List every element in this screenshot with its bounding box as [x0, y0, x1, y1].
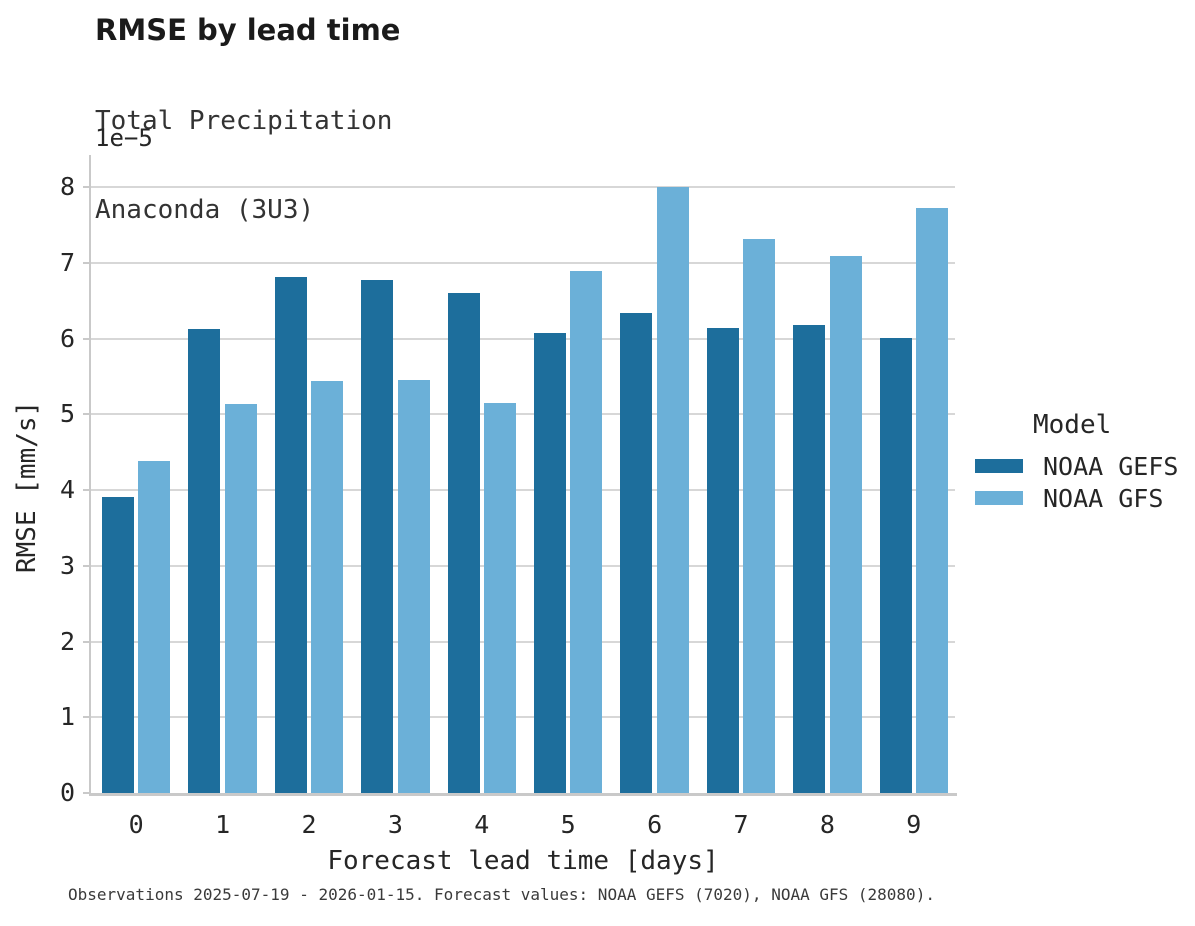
bar-noaa-gefs-day2 [274, 276, 307, 793]
bar-noaa-gefs-day1 [188, 328, 221, 793]
bar-noaa-gefs-day6 [620, 312, 653, 793]
chart-subtitle: Total Precipitation Anaconda (3U3) [95, 48, 392, 284]
y-tick-label-5: 5 [59, 399, 75, 429]
gridline-y1 [91, 716, 955, 719]
bar-noaa-gfs-day3 [397, 380, 430, 793]
y-tick-mark-7 [83, 262, 89, 264]
legend-swatch-gfs [975, 491, 1023, 505]
legend: Model NOAA GEFS NOAA GFS [975, 410, 1190, 514]
y-tick-label-1: 1 [59, 702, 75, 732]
gridline-y7 [91, 262, 955, 264]
bar-noaa-gefs-day4 [447, 292, 480, 793]
y-tick-mark-0 [83, 792, 89, 794]
x-tick-label-9: 9 [906, 810, 922, 839]
y-tick-label-8: 8 [59, 172, 75, 202]
y-tick-label-6: 6 [59, 323, 75, 353]
legend-rows: NOAA GEFS NOAA GFS [975, 450, 1190, 514]
bar-noaa-gfs-day0 [138, 460, 171, 793]
y-tick-mark-6 [83, 337, 89, 340]
gridline-y3 [91, 564, 955, 567]
y-axis-offset-label: 1e−5 [95, 124, 153, 152]
bar-noaa-gfs-day8 [829, 256, 862, 793]
legend-label: NOAA GEFS [1043, 451, 1179, 481]
y-tick-label-4: 4 [59, 475, 75, 505]
bar-noaa-gfs-day7 [743, 238, 776, 793]
y-tick-mark-5 [83, 413, 89, 416]
x-tick-label-2: 2 [301, 810, 317, 839]
chart-subtitle-line-1: Total Precipitation [95, 106, 393, 136]
chart-subtitle-line-2: Anaconda (3U3) [95, 194, 315, 225]
bar-noaa-gfs-day4 [484, 403, 516, 793]
bar-noaa-gfs-day5 [570, 270, 603, 793]
y-tick-label-7: 7 [59, 248, 75, 277]
x-axis-title: Forecast lead time [days] [327, 846, 719, 876]
footer-caption: Observations 2025-07-19 - 2026-01-15. Fo… [68, 885, 935, 904]
gridline-y2 [91, 640, 955, 643]
x-tick-label-5: 5 [560, 810, 576, 839]
bar-noaa-gfs-day6 [656, 187, 689, 793]
x-axis-spine [89, 793, 957, 796]
bar-noaa-gfs-day2 [311, 381, 344, 793]
bar-noaa-gefs-day3 [361, 280, 394, 793]
plot-area [91, 157, 955, 793]
bar-noaa-gfs-day9 [916, 207, 948, 793]
bar-noaa-gefs-day8 [793, 325, 826, 793]
x-tick-label-1: 1 [215, 810, 231, 839]
x-tick-label-3: 3 [387, 810, 403, 839]
legend-title: Model [1033, 410, 1112, 440]
y-tick-mark-2 [83, 640, 89, 643]
bar-noaa-gefs-day9 [879, 337, 912, 793]
chart-title: RMSE by lead time [95, 13, 401, 47]
y-tick-label-3: 3 [59, 550, 75, 580]
gridline-y4 [91, 489, 955, 492]
x-tick-label-6: 6 [647, 810, 663, 839]
x-tick-label-8: 8 [819, 810, 835, 839]
legend-swatch-gefs [975, 459, 1023, 473]
y-axis-spine [89, 155, 91, 795]
y-tick-mark-4 [83, 489, 89, 492]
x-tick-label-7: 7 [733, 810, 749, 839]
legend-item-noaa-gefs: NOAA GEFS [975, 450, 1190, 482]
x-tick-label-4: 4 [474, 810, 490, 839]
y-tick-label-0: 0 [59, 778, 75, 807]
gridline-y8 [91, 186, 955, 189]
y-tick-mark-3 [83, 564, 89, 567]
gridline-y5 [91, 413, 955, 416]
legend-item-noaa-gfs: NOAA GFS [975, 482, 1190, 514]
gridline-y6 [91, 337, 955, 340]
bar-noaa-gefs-day5 [534, 332, 566, 793]
legend-label: NOAA GFS [1043, 483, 1164, 513]
bar-noaa-gefs-day0 [102, 496, 134, 793]
bar-noaa-gefs-day7 [706, 328, 739, 793]
y-tick-label-2: 2 [59, 626, 75, 656]
x-tick-label-0: 0 [128, 810, 144, 839]
y-tick-mark-1 [83, 716, 89, 719]
y-tick-mark-8 [83, 186, 89, 189]
bar-noaa-gfs-day1 [224, 403, 257, 793]
